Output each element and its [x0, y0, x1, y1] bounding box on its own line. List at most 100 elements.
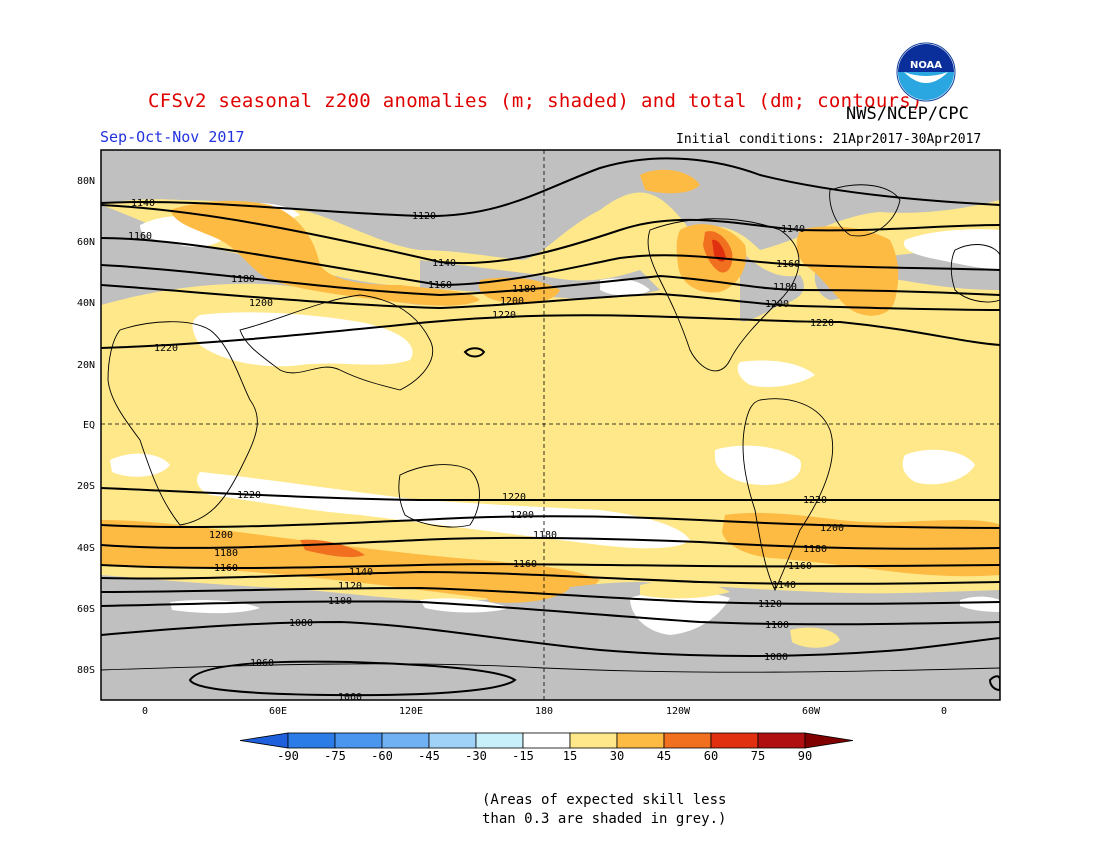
map-title: CFSv2 seasonal z200 anomalies (m; shaded…: [148, 90, 923, 112]
lon-label: 0: [941, 706, 947, 717]
coast-samerica: [742, 398, 834, 592]
colorbar-arrow-right: [804, 732, 854, 749]
shade-white-greenland: [600, 278, 650, 296]
contour-label: 1140: [772, 580, 796, 591]
contour-label: 1220: [502, 492, 526, 503]
colorbar-box: [287, 732, 336, 749]
lat-label: 60S: [77, 604, 95, 615]
contour-label: 1200: [510, 510, 534, 521]
shade-white-south4: [960, 596, 1000, 612]
colorbar-tick-label: 60: [704, 749, 718, 763]
shade-yellow-ant: [790, 627, 840, 648]
agency-label: NWS/NCEP/CPC: [846, 104, 969, 124]
contour-label: 1140: [432, 258, 456, 269]
colorbar-box: [522, 732, 571, 749]
contour-label: 1180: [512, 284, 536, 295]
shade-white-sband: [197, 472, 690, 549]
skill-note-line2: than 0.3 are shaded in grey.): [482, 811, 727, 827]
contour-1060-east: [988, 675, 1000, 692]
skill-note-line1: (Areas of expected skill less: [482, 792, 727, 808]
colorbar-box: [428, 732, 477, 749]
contour-label: 1220: [810, 318, 834, 329]
lat-label: 20S: [77, 481, 95, 492]
colorbar-tick-label: -75: [324, 749, 346, 763]
contour-label: 1160: [513, 559, 537, 570]
colorbar-box: [616, 732, 665, 749]
contour-label: 1220: [237, 490, 261, 501]
shade-grey-north: [101, 150, 1000, 260]
contour-label: 1140: [131, 198, 155, 209]
contour-label: 1200: [820, 523, 844, 534]
lon-label: 60E: [269, 706, 287, 717]
contour-label: 1200: [249, 298, 273, 309]
noaa-logo-icon: NOAA: [896, 42, 956, 102]
contour-small-pac: [463, 347, 486, 358]
shade-orange-arctic: [640, 169, 700, 194]
lat-label: 80N: [77, 176, 95, 187]
lon-label: 120W: [666, 706, 691, 717]
coast-australia: [398, 464, 480, 528]
contour-1140s: [101, 570, 1000, 585]
contour-label: 1100: [328, 596, 352, 607]
map-frame: [100, 149, 1001, 701]
contour-1060s: [188, 660, 517, 697]
contour-1160s: [101, 563, 1000, 570]
contour-label: 1220: [492, 310, 516, 321]
contour-1140n: [101, 204, 1000, 265]
contour-label: 1160: [214, 563, 238, 574]
colorbar-tick-label: 30: [610, 749, 624, 763]
coast-africa: [107, 321, 258, 526]
coast-namerica: [647, 218, 800, 372]
lon-label: 120E: [399, 706, 423, 717]
contour-1220s: [101, 487, 1000, 502]
contour-label: 1120: [758, 599, 782, 610]
colorbar-box: [710, 732, 759, 749]
contour-label: 1200: [765, 299, 789, 310]
lat-label: 40S: [77, 543, 95, 554]
contour-label: 1220: [803, 495, 827, 506]
shade-orange-satl: [722, 512, 1000, 577]
coast-greenland: [829, 184, 901, 237]
contour-label: 1160: [128, 231, 152, 242]
coast-eurasia: [239, 294, 434, 391]
contour-label: 1060: [338, 692, 362, 703]
colorbar-arrow-left: [239, 732, 289, 749]
shade-orange-atl: [796, 226, 899, 316]
contour-label: 1180: [214, 548, 238, 559]
contour-1080s: [101, 620, 1000, 657]
colorbar-tick-label: 90: [798, 749, 812, 763]
total-contours: [101, 157, 1000, 697]
colorbar-tick-label: -90: [277, 749, 299, 763]
contour-label: 1140: [349, 567, 373, 578]
colorbar-box: [663, 732, 712, 749]
contour-1120: [101, 157, 1000, 218]
shade-white-samer: [715, 445, 801, 485]
contour-1180n: [101, 264, 1000, 297]
colorbar-box: [334, 732, 383, 749]
contour-1200n: [101, 284, 1000, 311]
contour-label: 1160: [776, 259, 800, 270]
colorbar-box: [757, 732, 806, 749]
initial-conditions-label: Initial conditions: 21Apr2017-30Apr2017: [676, 132, 982, 147]
contour-labels: 1140 1140 1120 1160 1160 1160 1140 1180 1180 1180…: [128, 198, 844, 703]
colorbar-tick-label: -30: [465, 749, 487, 763]
lon-label: 180: [535, 706, 553, 717]
contour-1100s: [101, 600, 1000, 626]
contour-1200s: [101, 515, 1000, 529]
colorbar-tick-label: 45: [657, 749, 671, 763]
colorbar-tick-label: -45: [418, 749, 440, 763]
contour-1160n: [101, 237, 1000, 287]
anomaly-shading: [101, 150, 1000, 700]
lat-label: 80S: [77, 665, 95, 676]
contour-label: 1160: [428, 280, 452, 291]
shade-white-mexico: [737, 360, 815, 387]
shade-grey-south: [101, 575, 1000, 700]
contour-1220n: [101, 314, 1000, 349]
shade-white-tibet: [192, 312, 413, 367]
lat-label: 20N: [77, 360, 95, 371]
shade-red-canada: [712, 239, 726, 262]
contour-label: 1080: [289, 618, 313, 629]
season-label: Sep-Oct-Nov 2017: [100, 128, 245, 146]
shade-white-natl: [903, 229, 1000, 270]
contour-label: 1160: [788, 561, 812, 572]
